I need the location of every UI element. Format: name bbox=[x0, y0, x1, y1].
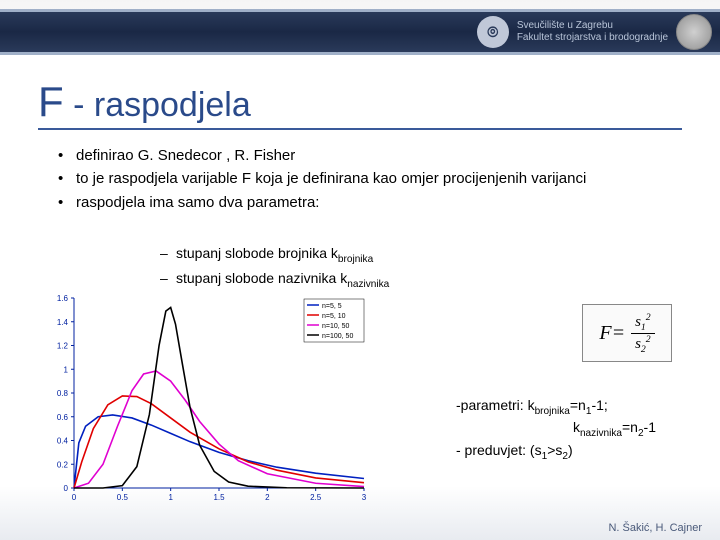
bullet-1: definirao G. Snedecor , R. Fisher bbox=[58, 146, 682, 166]
formula-fraction: s12 s22 bbox=[631, 312, 655, 355]
svg-text:2.5: 2.5 bbox=[310, 493, 322, 502]
svg-text:3: 3 bbox=[362, 493, 367, 502]
formula-eq: = bbox=[612, 322, 626, 345]
chart-svg: 0 0.2 0.4 0.6 0.8 1 1.2 1.4 1.6 0 0.5 1 1.5 2 2.5 3 n=5,… bbox=[38, 292, 378, 507]
formula-lhs: F bbox=[599, 322, 611, 345]
svg-text:n=5, 10: n=5, 10 bbox=[322, 313, 346, 320]
header-bar: ⌾ Sveučilište u Zagrebu Fakultet strojar… bbox=[0, 12, 720, 52]
uni-line2: Fakultet strojarstva i brodogradnje bbox=[517, 32, 668, 44]
param-line-3: - preduvjet: (s1>s2) bbox=[456, 441, 686, 463]
formula-numerator: s12 bbox=[631, 312, 655, 334]
slide-title: F - raspodjela bbox=[38, 78, 251, 126]
title-rest: - raspodjela bbox=[64, 86, 251, 124]
svg-text:1.5: 1.5 bbox=[213, 493, 225, 502]
svg-text:1.2: 1.2 bbox=[57, 342, 69, 351]
formula-box: F = s12 s22 bbox=[582, 304, 672, 362]
f-distribution-chart: 0 0.2 0.4 0.6 0.8 1 1.2 1.4 1.6 0 0.5 1 1.5 2 2.5 3 n=5,… bbox=[38, 292, 378, 507]
svg-text:0.8: 0.8 bbox=[57, 389, 69, 398]
svg-text:0.5: 0.5 bbox=[117, 493, 129, 502]
sub-bullets: stupanj slobode brojnika kbrojnika stupa… bbox=[160, 244, 389, 294]
svg-text:n=10, 50: n=10, 50 bbox=[322, 323, 350, 330]
parameters-text: -parametri: kbrojnika=n1-1; knazivnika=n… bbox=[456, 396, 686, 463]
university-name: Sveučilište u Zagrebu Fakultet strojarst… bbox=[517, 20, 668, 44]
svg-text:n=100, 50: n=100, 50 bbox=[322, 333, 353, 340]
university-seal-icon bbox=[676, 14, 712, 50]
svg-text:1.4: 1.4 bbox=[57, 318, 69, 327]
svg-text:0: 0 bbox=[72, 493, 77, 502]
sub-bullet-2: stupanj slobode nazivnika knazivnika bbox=[160, 269, 389, 292]
title-letter: F bbox=[38, 78, 64, 125]
bullet-3: raspodjela ima samo dva parametra: bbox=[58, 193, 682, 213]
bullet-2: to je raspodjela varijable F koja je def… bbox=[58, 169, 682, 189]
svg-text:0: 0 bbox=[64, 484, 69, 493]
title-underline bbox=[38, 128, 682, 130]
param-line-2: knazivnika=n2-1 bbox=[456, 418, 686, 440]
svg-text:1: 1 bbox=[64, 365, 69, 374]
svg-text:0.6: 0.6 bbox=[57, 413, 69, 422]
main-bullets: definirao G. Snedecor , R. Fisher to je … bbox=[58, 146, 682, 216]
param-line-1: -parametri: kbrojnika=n1-1; bbox=[456, 396, 686, 418]
sub-bullet-1: stupanj slobode brojnika kbrojnika bbox=[160, 244, 389, 267]
svg-text:1: 1 bbox=[168, 493, 173, 502]
uni-line1: Sveučilište u Zagrebu bbox=[517, 20, 668, 32]
svg-text:n=5, 5: n=5, 5 bbox=[322, 303, 342, 310]
svg-text:0.4: 0.4 bbox=[57, 437, 69, 446]
svg-text:0.2: 0.2 bbox=[57, 460, 69, 469]
slide-footer: N. Šakić, H. Cajner bbox=[608, 522, 702, 534]
formula-denominator: s22 bbox=[635, 334, 651, 355]
svg-text:2: 2 bbox=[265, 493, 270, 502]
svg-text:1.6: 1.6 bbox=[57, 294, 69, 303]
university-logo-icon: ⌾ bbox=[477, 16, 509, 48]
